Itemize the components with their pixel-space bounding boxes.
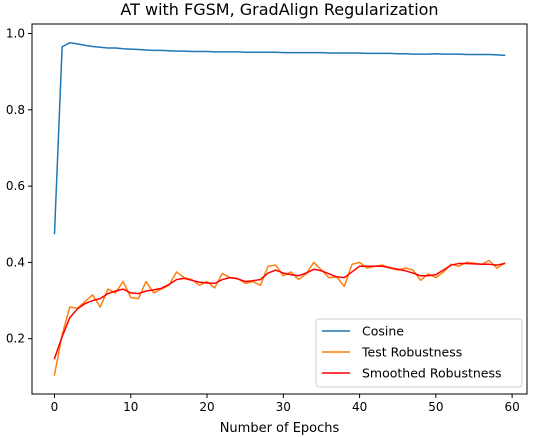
x-tick-label: 60 — [504, 400, 519, 414]
x-tick-label: 50 — [428, 400, 443, 414]
chart-title: AT with FGSM, GradAlign Regularization — [120, 0, 438, 19]
y-tick-label: 0.6 — [6, 179, 25, 193]
plot-frame — [31, 23, 528, 395]
legend-frame — [315, 318, 523, 388]
x-tick-label: 40 — [352, 400, 367, 414]
x-tick-label: 10 — [123, 400, 138, 414]
y-tick-label: 0.2 — [6, 332, 25, 346]
series-line-smoothed-robustness — [53, 262, 506, 360]
y-tick-label: 1.0 — [6, 27, 25, 41]
legend-label-test-robustness: Test Robustness — [361, 345, 462, 360]
legend-entries: Cosine Test Robustness Smoothed Robustness — [322, 324, 502, 381]
series-line-test-robustness — [53, 259, 506, 376]
legend-label-smoothed-robustness: Smoothed Robustness — [362, 366, 502, 381]
series-lines — [53, 41, 506, 376]
x-tick-label: 20 — [199, 400, 214, 414]
y-tick-label: 0.8 — [6, 103, 25, 117]
legend: Cosine Test Robustness Smoothed Robustness — [315, 318, 523, 388]
x-axis-label: Number of Epochs — [220, 421, 340, 436]
x-axis: 0 10 20 30 40 50 60 — [51, 394, 520, 414]
legend-label-cosine: Cosine — [362, 324, 404, 339]
y-tick-label: 0.4 — [6, 255, 25, 269]
series-line-cosine — [53, 41, 506, 235]
y-axis: 0.2 0.4 0.6 0.8 1.0 — [6, 27, 32, 346]
x-tick-label: 0 — [51, 400, 59, 414]
x-tick-label: 30 — [276, 400, 291, 414]
